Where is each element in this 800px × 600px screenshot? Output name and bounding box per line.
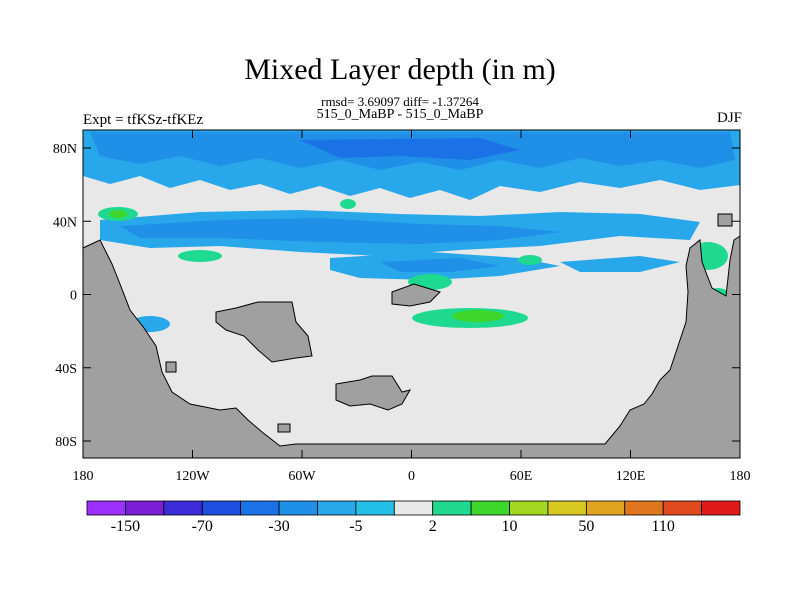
field-west-pacific-band <box>560 256 680 272</box>
y-tick-label: 80S <box>55 435 77 450</box>
stats-subtitle: rmsd= 3.69097 diff= -1.37264 <box>321 94 479 109</box>
experiment-label: Expt = tfKSz-tfKEz <box>83 112 204 128</box>
colorbar-label: -150 <box>110 518 141 535</box>
colorbar <box>86 500 741 516</box>
colorbar-swatch <box>662 500 702 516</box>
colorbar-swatch <box>201 500 242 516</box>
land-island <box>717 213 733 227</box>
x-tick-label: 180 <box>73 469 94 484</box>
y-tick-label: 0 <box>70 289 77 304</box>
land-island <box>391 283 441 307</box>
runs-subtitle: 515_0_MaBP - 515_0_MaBP <box>316 107 484 122</box>
colorbar-label: -5 <box>349 518 363 535</box>
colorbar-swatch <box>585 500 626 516</box>
colorbar-swatch <box>163 500 203 516</box>
y-tick-label: 40S <box>55 362 77 377</box>
colorbar-label: 50 <box>578 518 595 535</box>
field-north-deep <box>300 138 520 160</box>
land-southern-mass <box>82 235 741 459</box>
colorbar-label: -30 <box>268 518 290 535</box>
colorbar-swatch <box>624 500 664 516</box>
x-tick-label: 120E <box>616 469 646 484</box>
axis-tick-labels: 180 120W 60W 0 60E 120E 180 80N 40N 0 40S 80S <box>53 142 751 484</box>
field-subtropic-core <box>380 258 500 272</box>
season-label: DJF <box>716 110 742 126</box>
colorbar-label: 2 <box>428 518 437 535</box>
x-tick-label: 0 <box>408 469 415 484</box>
field-green-patch <box>178 250 222 262</box>
colorbar-label: 110 <box>651 518 675 535</box>
colorbar-swatch <box>701 500 741 516</box>
colorbar-swatch <box>317 500 357 516</box>
field-green-core <box>109 210 127 218</box>
colorbar-swatch <box>240 500 280 516</box>
colorbar-swatch <box>86 500 126 516</box>
land-island <box>215 301 313 363</box>
field-green-core <box>452 310 504 322</box>
land-island <box>165 361 177 373</box>
field-green-patch <box>340 199 356 209</box>
x-tick-label: 60E <box>510 469 533 484</box>
colorbar-swatch <box>278 500 318 516</box>
colorbar-swatch <box>355 500 395 516</box>
colorbar-swatch <box>432 500 472 516</box>
x-tick-label: 120W <box>175 469 210 484</box>
field-green-patch <box>518 255 542 265</box>
colorbar-swatch <box>470 500 510 516</box>
x-tick-label: 60W <box>288 469 316 484</box>
colorbar-label: -70 <box>191 518 213 535</box>
x-tick-label: 180 <box>730 469 751 484</box>
colorbar-swatch <box>125 500 165 516</box>
chart-title: Mixed Layer depth (in m) <box>244 53 556 86</box>
colorbar-swatch <box>509 500 549 516</box>
colorbar-label: 10 <box>501 518 518 535</box>
colorbar-swatch <box>393 500 434 516</box>
land-island <box>335 375 412 411</box>
land-island <box>277 423 291 433</box>
colorbar-swatch <box>547 500 587 516</box>
axis-ticks <box>82 130 741 458</box>
y-tick-label: 40N <box>53 215 77 230</box>
y-tick-label: 80N <box>53 142 77 157</box>
field-midlat-core <box>120 218 560 244</box>
